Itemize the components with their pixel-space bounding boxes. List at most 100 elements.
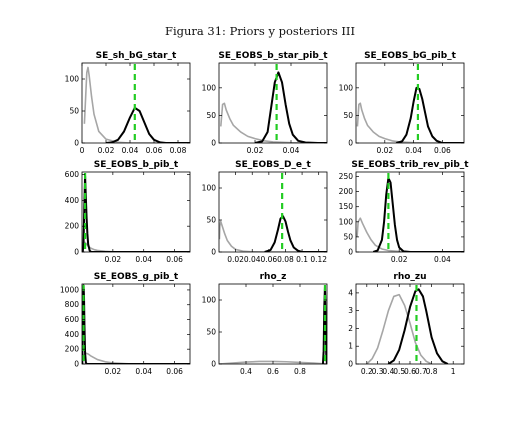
- x-tick-label: 0.4: [382, 367, 394, 376]
- panel-title: SE_EOBS_b_star_pib_t: [218, 51, 328, 61]
- x-tick-label: 0.02: [98, 146, 115, 155]
- posterior-density-line: [82, 284, 190, 364]
- y-tick-label: 0: [348, 139, 353, 148]
- y-tick-label: 1000: [60, 285, 79, 294]
- x-tick-label: 0.04: [405, 146, 422, 155]
- prior-density-line: [82, 241, 190, 252]
- panel-title: SE_EOBS_trib_rev_pib_t: [351, 160, 469, 170]
- y-tick-label: 50: [343, 111, 353, 120]
- y-tick-label: 50: [343, 232, 353, 241]
- chart-panel-rho-z: rho_z 0.4 0.6 0.8 0 50 100: [202, 272, 328, 376]
- x-tick-label: 0.6: [404, 367, 416, 376]
- panel-title: rho_zu: [393, 272, 426, 282]
- y-tick-label: 100: [202, 296, 217, 305]
- y-tick-label: 0: [74, 139, 79, 148]
- panel-title: SE_EOBS_b_pib_t: [94, 160, 179, 170]
- x-tick-label: 0.08: [170, 146, 187, 155]
- y-tick-label: 0: [211, 139, 216, 148]
- y-tick-label: 0: [211, 248, 216, 257]
- posterior-density-line: [372, 177, 464, 252]
- x-tick-label: 0.02: [227, 255, 244, 264]
- y-tick-label: 200: [65, 222, 80, 231]
- prior-density-line: [356, 217, 464, 252]
- x-tick-label: 0.04: [122, 146, 139, 155]
- y-tick-label: 50: [206, 111, 216, 120]
- plot-frame: [355, 171, 465, 253]
- y-tick-label: 50: [206, 216, 216, 225]
- plot-frame: [218, 62, 328, 144]
- posterior-density-line: [264, 215, 327, 252]
- x-tick-label: 0.06: [434, 146, 451, 155]
- x-tick-label: 0.04: [434, 255, 451, 264]
- x-tick-label: 0.02: [391, 255, 408, 264]
- y-tick-label: 3: [348, 306, 353, 315]
- x-tick-label: 0.06: [166, 255, 183, 264]
- x-tick-label: 0.04: [283, 146, 300, 155]
- chart-panel-se-eobs-g-pib-t: SE_EOBS_g_pib_t 0.02 0.04 0.06 0 200 400 600 800…: [60, 272, 191, 376]
- y-tick-label: 400: [65, 330, 80, 339]
- prior-density-line: [220, 102, 327, 143]
- prior-density-line: [219, 220, 327, 252]
- posterior-density-line: [82, 174, 190, 252]
- y-tick-label: 0: [348, 360, 353, 369]
- x-tick-label: 0.06: [166, 367, 183, 376]
- y-tick-label: 100: [339, 83, 354, 92]
- y-tick-label: 0: [348, 248, 353, 257]
- y-tick-label: 100: [65, 75, 80, 84]
- prior-density-line: [366, 293, 432, 364]
- y-tick-label: 200: [65, 345, 80, 354]
- posterior-density-line: [387, 288, 449, 364]
- y-tick-label: 0: [211, 360, 216, 369]
- chart-panel-se-sh-bg-star-t: SE_sh_bG_star_t 0 0.02 0.04 0.06 0.08 0 50 100: [65, 51, 191, 155]
- chart-panel-se-eobs-b-star-pib-t: SE_EOBS_b_star_pib_t 0.02 0.04 0 50 100: [202, 51, 329, 155]
- y-tick-label: 200: [339, 187, 354, 196]
- chart-panel-se-eobs-d-e-t: SE_EOBS_D_e_t 0.02 0.04 0.06 0.08 0.1 0.12 0 50 1…: [202, 160, 328, 264]
- x-tick-label: 0.04: [135, 367, 152, 376]
- prior-density-line: [82, 352, 190, 364]
- x-tick-label: 0.7: [415, 367, 427, 376]
- panel-title: SE_EOBS_D_e_t: [235, 160, 311, 170]
- x-tick-label: 0.02: [105, 367, 122, 376]
- prior-density-line: [83, 66, 190, 143]
- plot-frame: [218, 283, 328, 365]
- posterior-density-line: [254, 71, 327, 143]
- x-tick-label: 0.8: [294, 367, 306, 376]
- y-tick-label: 100: [339, 217, 354, 226]
- figure-title: Figura 31: Priors y posteriors III: [165, 24, 355, 38]
- panel-title: rho_z: [260, 272, 287, 282]
- y-tick-label: 250: [339, 172, 354, 181]
- x-tick-label: 0.06: [146, 146, 163, 155]
- y-tick-label: 50: [206, 328, 216, 337]
- x-tick-label: 0.8: [426, 367, 438, 376]
- panel-title: SE_EOBS_bG_pib_t: [364, 51, 457, 61]
- x-tick-label: 0.6: [267, 367, 279, 376]
- y-tick-label: 1: [348, 342, 353, 351]
- y-tick-label: 100: [202, 83, 217, 92]
- plot-frame: [81, 283, 191, 365]
- plot-frame: [355, 62, 465, 144]
- y-tick-label: 600: [65, 170, 80, 179]
- posterior-density-line: [105, 106, 190, 143]
- y-tick-label: 50: [69, 107, 79, 116]
- panel-title: SE_EOBS_g_pib_t: [94, 272, 179, 282]
- y-tick-label: 0: [74, 360, 79, 369]
- y-tick-label: 150: [339, 202, 354, 211]
- posterior-density-line: [396, 86, 464, 143]
- chart-panel-se-eobs-bg-pib-t: SE_EOBS_bG_pib_t 0.02 0.04 0.06 0 50 100: [339, 51, 465, 155]
- y-tick-label: 4: [348, 288, 353, 297]
- y-tick-label: 0: [74, 248, 79, 257]
- panel-title: SE_sh_bG_star_t: [96, 51, 177, 61]
- x-tick-label: 0.02: [247, 146, 264, 155]
- plot-frame: [218, 171, 328, 253]
- x-tick-label: 1: [451, 367, 456, 376]
- chart-panel-rho-zu: rho_zu 0.20.30.40.50.60.70.8 1 0 1 2 3 4: [348, 272, 465, 376]
- plot-frame: [81, 62, 191, 144]
- plot-frame: [81, 171, 191, 253]
- x-tick-label: 0: [80, 146, 85, 155]
- x-tick-label: 0.12: [310, 255, 327, 264]
- y-tick-label: 800: [65, 300, 80, 309]
- x-tick-label: 0.4: [240, 367, 252, 376]
- x-tick-label: 0.3: [372, 367, 384, 376]
- chart-panel-se-eobs-b-pib-t: SE_EOBS_b_pib_t 0.02 0.04 0.06 0 200 400 600: [65, 160, 191, 264]
- y-tick-label: 400: [65, 196, 80, 205]
